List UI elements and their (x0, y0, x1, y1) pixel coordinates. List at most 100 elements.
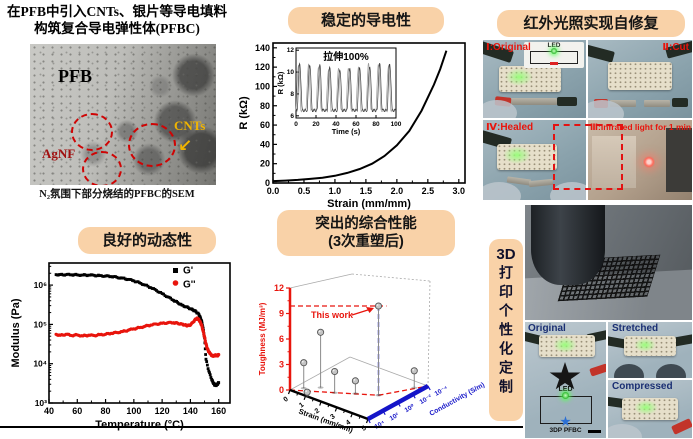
svg-text:Toughness (MJ/m³): Toughness (MJ/m³) (258, 302, 267, 375)
svg-text:10²: 10² (389, 411, 401, 422)
svg-text:60: 60 (352, 121, 360, 128)
svg-text:1.0: 1.0 (329, 186, 342, 196)
svg-text:1: 1 (298, 402, 305, 410)
printing-badge-text: 打印个性化定制 (498, 265, 514, 398)
svg-text:0: 0 (265, 178, 270, 188)
svg-text:4: 4 (345, 419, 352, 427)
breadboard (608, 62, 672, 90)
svg-text:140: 140 (255, 43, 270, 53)
svg-text:8: 8 (290, 91, 294, 98)
chart-modulus-temperature: 40 60 80 100 120 140 160 10³ 10⁴ 10⁵ 10⁶ Temperatur… (10, 262, 231, 431)
photo-demo-stretched: Stretched (608, 322, 692, 378)
svg-text:10: 10 (287, 69, 295, 76)
svg-text:100: 100 (126, 406, 141, 416)
red-clip-icon (671, 418, 692, 435)
panel-a-title-line2: 构筑复合导电弹性体(PFBC) (34, 21, 200, 36)
svg-text:R (kΩ): R (kΩ) (238, 96, 250, 130)
glove-dark (614, 364, 644, 378)
svg-text:6: 6 (279, 334, 284, 344)
svg-text:3: 3 (279, 360, 284, 370)
led-label: LED (547, 42, 561, 49)
svg-text:Time (s): Time (s) (332, 127, 361, 136)
healing-photo-grid: LED Ⅰ:Original Ⅱ:Cut Ⅳ (483, 40, 692, 200)
svg-text:60: 60 (72, 406, 82, 416)
photo-healed: Ⅳ:Healed (483, 120, 586, 200)
svg-text:Modulus (Pa): Modulus (Pa) (10, 298, 22, 367)
performance-badge: 突出的综合性能 (3次重塑后) (277, 210, 455, 256)
photo-label-demo-original: Original (528, 323, 566, 334)
sample-strip (511, 98, 557, 105)
performance-badge-line1: 突出的综合性能 (315, 216, 417, 232)
photo-infrared: Ⅲ:Infrared light for 1 min (588, 120, 692, 200)
svg-text:10⁴: 10⁴ (374, 420, 387, 431)
svg-text:Strain (mm/mm): Strain (mm/mm) (327, 198, 411, 210)
svg-text:3: 3 (329, 413, 336, 421)
circuit-device-label: 3DP PFBC (549, 427, 582, 434)
cut-strip-left (610, 100, 636, 107)
sem-label-cnts: CNTs (174, 118, 206, 133)
panel-a-title: 在PFB中引入CNTs、银片等导电填料 构筑复合导电弹性体(PFBC) (6, 3, 228, 37)
printing-photo (525, 205, 692, 320)
glove-dark (656, 364, 686, 378)
svg-text:120: 120 (155, 406, 170, 416)
svg-text:20: 20 (312, 121, 320, 128)
circuit-device-star-icon (560, 416, 571, 427)
svg-text:0: 0 (283, 396, 290, 404)
black-clip-icon (557, 97, 577, 106)
printing-demo-grid: LED 3DP PFBC Original Stretched Compress… (525, 322, 692, 438)
svg-text:2.0: 2.0 (391, 186, 404, 196)
svg-text:140: 140 (183, 406, 198, 416)
sem-texture (30, 44, 216, 185)
chart-resistance-strain: 0.0 0.5 1.0 1.5 2.0 2.5 3.0020406080100120140S… (238, 42, 466, 210)
svg-text:3.0: 3.0 (453, 186, 466, 196)
glove (588, 100, 624, 118)
svg-text:10³: 10³ (35, 398, 47, 408)
photo-label-demo-stretched: Stretched (612, 323, 659, 334)
svg-text:160: 160 (211, 406, 226, 416)
sem-dashed-circle-1 (71, 113, 113, 151)
photo-label-infrared: Ⅲ:Infrared light for 1 min (590, 122, 692, 132)
svg-text:80: 80 (260, 101, 270, 111)
cnts-arrow-icon: ↙ (178, 136, 193, 155)
red-clip-icon (589, 363, 606, 377)
ir-spot-icon (642, 156, 656, 168)
circuit-led-icon (562, 392, 569, 399)
svg-text:12: 12 (274, 283, 284, 293)
panel-a-title-line1: 在PFB中引入CNTs、银片等导电填料 (6, 4, 227, 19)
photo-label-healed: Ⅳ:Healed (486, 122, 534, 133)
svg-text:0.5: 0.5 (298, 186, 311, 196)
svg-text:80: 80 (101, 406, 111, 416)
sem-dashed-circle-2 (128, 123, 176, 167)
svg-text:G': G' (183, 266, 193, 277)
healed-strip (528, 178, 554, 188)
photo-label-cut: Ⅱ:Cut (662, 42, 689, 53)
svg-text:拉伸100%: 拉伸100% (323, 50, 369, 63)
svg-text:100: 100 (255, 81, 270, 91)
svg-text:This work: This work (311, 310, 354, 320)
led-glow (634, 338, 656, 352)
svg-text:40: 40 (44, 406, 54, 416)
clip-icon (588, 44, 615, 63)
svg-text:9: 9 (279, 309, 284, 319)
sem-caption: N₂氛围下部分烧结的PFBC的SEM (39, 189, 195, 200)
photo-label-demo-compressed: Compressed (612, 381, 673, 392)
svg-text:60: 60 (260, 120, 270, 130)
cut-strip-right (644, 100, 670, 107)
svg-text:2.5: 2.5 (422, 186, 435, 196)
svg-text:10⁻²: 10⁻² (419, 393, 434, 406)
sem-label-agnf: AgNF (42, 146, 76, 161)
printer-nozzle (531, 205, 605, 285)
sem-label-pfb: PFB (58, 66, 92, 86)
svg-text:0.0: 0.0 (267, 186, 280, 196)
svg-text:Temperature (°C): Temperature (°C) (95, 419, 184, 431)
dynamics-badge: 良好的动态性 (78, 227, 216, 254)
led-glow (503, 146, 531, 164)
photo-label-original: Ⅰ:Original (486, 42, 531, 53)
svg-text:20: 20 (260, 159, 270, 169)
svg-text:10⁰: 10⁰ (404, 403, 416, 414)
svg-text:10⁴: 10⁴ (33, 359, 47, 369)
svg-text:10⁻⁴: 10⁻⁴ (434, 385, 450, 398)
bottom-rule (0, 426, 523, 428)
svg-text:G'': G'' (183, 280, 196, 291)
